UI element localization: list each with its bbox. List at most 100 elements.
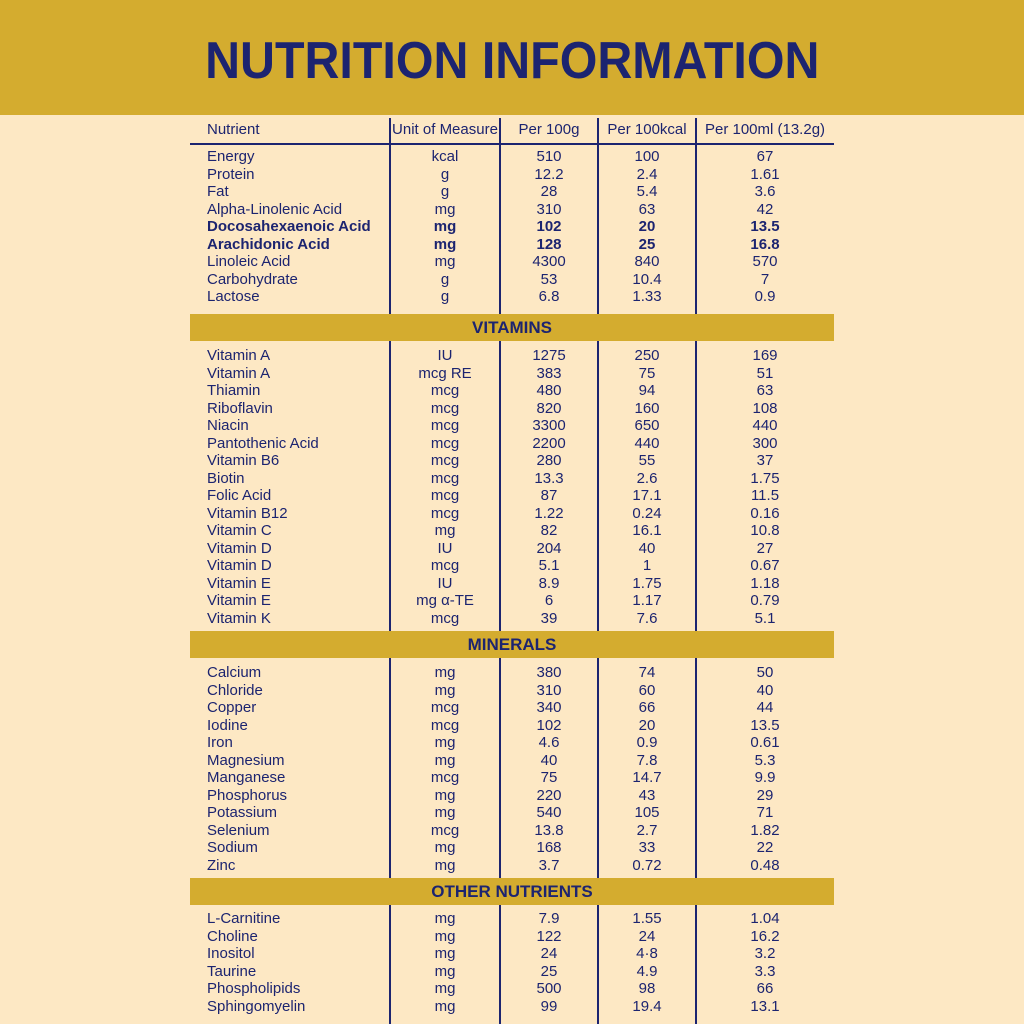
per-100g-cell: 4.6 (538, 734, 560, 751)
table-row: Magnesium mg 40 7.8 5.3 (190, 752, 834, 770)
per-100kcal-cell: 440 (634, 434, 660, 452)
nutrient-name: Vitamin D (207, 539, 272, 557)
column-divider (499, 118, 501, 1024)
nutrient-name: Docosahexaenoic Acid (207, 218, 371, 235)
table-row: Vitamin B12 mcg 1.22 0.24 0.16 (190, 505, 834, 523)
per-100g-cell: 24 (540, 945, 558, 962)
nutrient-name: Fat (207, 183, 229, 200)
per-100kcal-cell: 60 (638, 681, 656, 699)
unit-cell: IU (437, 574, 453, 592)
column-divider (597, 118, 599, 1024)
nutrient-name: Linoleic Acid (207, 253, 291, 270)
per-100g-cell: 340 (536, 699, 562, 716)
per-100kcal-cell: 75 (638, 364, 656, 382)
unit-cell: mg (434, 839, 456, 856)
per-100g-cell: 383 (536, 364, 562, 382)
unit-cell: kcal (431, 148, 459, 165)
per-100g-cell: 220 (536, 786, 562, 804)
column-divider (695, 118, 697, 1024)
per-100kcal-cell: 2.7 (636, 821, 658, 839)
table-row: Vitamin B6 mcg 280 55 37 (190, 452, 834, 470)
per-100ml-cell: 0.16 (750, 504, 780, 522)
per-100g-cell: 6 (544, 592, 554, 609)
table-row: Protein g 12.2 2.4 1.61 (190, 166, 834, 184)
title-banner: NUTRITION INFORMATION (0, 0, 1024, 115)
per-100ml-cell: 13.5 (750, 716, 780, 734)
nutrient-name: Manganese (207, 769, 286, 786)
per-100kcal-cell: 105 (634, 804, 660, 821)
table-row: Niacin mcg 3300 650 440 (190, 417, 834, 435)
per-100kcal-cell: 0.9 (636, 734, 658, 751)
unit-cell: g (440, 270, 450, 288)
per-100g-cell: 280 (536, 452, 562, 469)
per-100ml-cell: 3.3 (754, 962, 776, 980)
per-100g-cell: 500 (536, 980, 562, 997)
per-100kcal-cell: 160 (634, 399, 660, 417)
table-row: Copper mcg 340 66 44 (190, 699, 834, 717)
unit-cell: mcg (430, 557, 460, 574)
per-100g-cell: 13.8 (534, 821, 564, 839)
unit-cell: mg (434, 734, 456, 751)
per-100kcal-cell: 40 (638, 539, 656, 557)
table-row: Vitamin A IU 1275 250 169 (190, 347, 834, 365)
per-100ml-cell: 66 (756, 980, 774, 997)
unit-cell: mg (434, 856, 456, 874)
table-row: Selenium mcg 13.8 2.7 1.82 (190, 822, 834, 840)
per-100g-cell: 28 (540, 183, 558, 200)
section-heading: VITAMINS (190, 314, 834, 341)
per-100ml-cell: 1.18 (750, 574, 780, 592)
per-100g-cell: 1275 (532, 347, 566, 364)
unit-cell: mg (434, 664, 456, 681)
header-unit: Unit of Measure (392, 121, 498, 138)
table-row: Vitamin E mg α-TE 6 1.17 0.79 (190, 592, 834, 610)
nutrient-name: Arachidonic Acid (207, 235, 330, 253)
per-100kcal-cell: 4.9 (636, 962, 658, 980)
header-per-100ml: Per 100ml (13.2g) (704, 121, 826, 138)
per-100kcal-cell: 250 (634, 347, 660, 364)
nutrient-name: Vitamin K (207, 609, 271, 627)
nutrient-name: Magnesium (207, 751, 285, 769)
per-100g-cell: 310 (536, 681, 562, 699)
per-100kcal-cell: 840 (634, 253, 660, 270)
per-100g-cell: 1.22 (534, 504, 564, 522)
per-100kcal-cell: 20 (638, 218, 656, 235)
per-100ml-cell: 5.3 (754, 751, 776, 769)
per-100ml-cell: 0.61 (750, 734, 780, 751)
per-100g-cell: 2200 (532, 434, 566, 452)
table-row: Potassium mg 540 105 71 (190, 804, 834, 822)
per-100ml-cell: 1.61 (750, 165, 780, 183)
per-100ml-cell: 440 (752, 417, 778, 434)
per-100kcal-cell: 1.33 (632, 288, 662, 305)
unit-cell: mcg (430, 417, 460, 434)
per-100g-cell: 540 (536, 804, 562, 821)
per-100kcal-cell: 20 (638, 716, 656, 734)
unit-cell: mg (434, 910, 456, 927)
per-100g-cell: 87 (540, 487, 558, 504)
table-row: Vitamin E IU 8.9 1.75 1.18 (190, 575, 834, 593)
table-row: Pantothenic Acid mcg 2200 440 300 (190, 435, 834, 453)
per-100ml-cell: 0.67 (750, 557, 780, 574)
unit-cell: mcg (430, 452, 460, 469)
header-per-100g: Per 100g (518, 121, 580, 138)
nutrient-name: Chloride (207, 681, 263, 699)
per-100kcal-cell: 43 (638, 786, 656, 804)
unit-cell: mcg (430, 716, 460, 734)
nutrient-name: Vitamin D (207, 557, 272, 574)
table-row: Calcium mg 380 74 50 (190, 664, 834, 682)
per-100ml-cell: 13.5 (750, 218, 780, 235)
per-100ml-cell: 50 (756, 664, 774, 681)
table-row: Manganese mcg 75 14.7 9.9 (190, 769, 834, 787)
nutrient-name: Sphingomyelin (207, 997, 306, 1015)
page-title: NUTRITION INFORMATION (204, 31, 820, 90)
nutrient-name: Vitamin B12 (207, 504, 288, 522)
section-heading: MINERALS (190, 631, 834, 658)
unit-cell: mg (433, 218, 457, 235)
per-100g-cell: 168 (536, 839, 562, 856)
nutrient-name: Inositol (207, 945, 255, 962)
per-100kcal-cell: 2.4 (636, 165, 658, 183)
unit-cell: mg (434, 253, 456, 270)
per-100ml-cell: 169 (752, 347, 778, 364)
per-100kcal-cell: 7.6 (636, 609, 658, 627)
per-100kcal-cell: 94 (638, 382, 656, 399)
per-100kcal-cell: 10.4 (632, 270, 662, 288)
